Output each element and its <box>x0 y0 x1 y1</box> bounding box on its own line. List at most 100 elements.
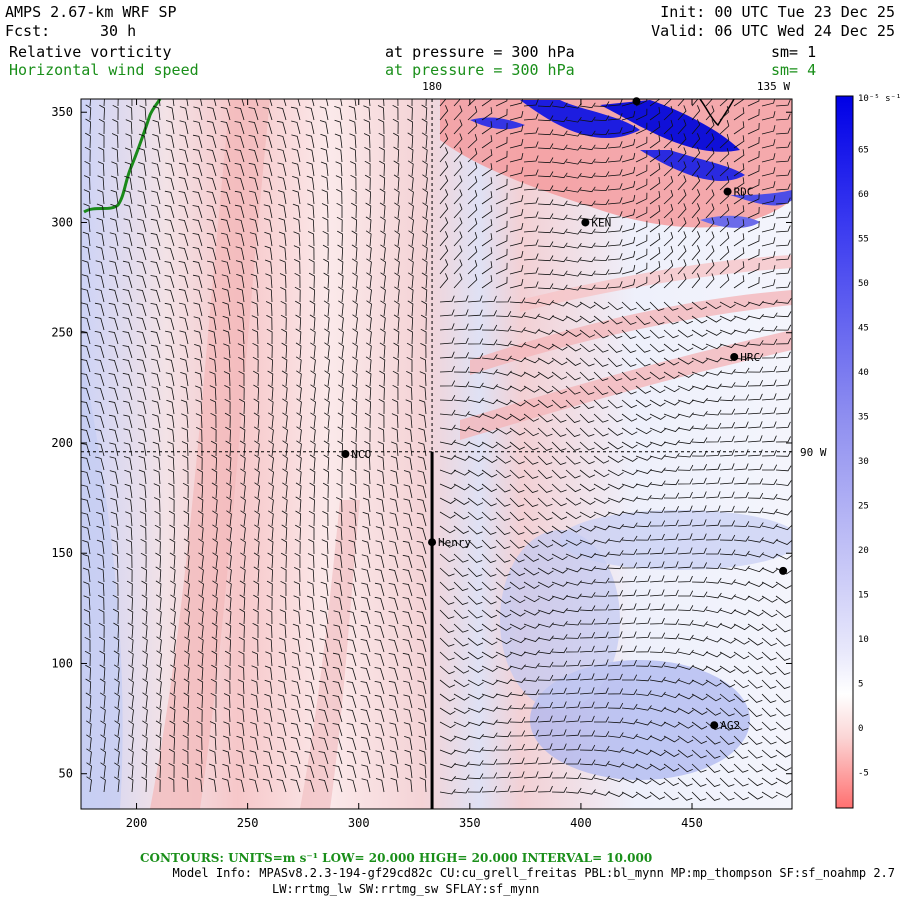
init-time: Init: 00 UTC Tue 23 Dec 25 <box>660 3 895 21</box>
wind-barb <box>523 636 540 642</box>
station-marker <box>723 187 732 196</box>
wind-barb <box>111 539 119 555</box>
wind-barb <box>346 667 357 681</box>
wind-barb <box>223 357 231 373</box>
wind-barb <box>376 483 385 499</box>
wind-barb <box>122 359 133 373</box>
wind-barb <box>267 398 274 415</box>
wind-barb <box>323 454 330 471</box>
wind-barb <box>100 706 106 723</box>
wind-barb <box>96 539 105 555</box>
wind-barb <box>677 575 693 583</box>
wind-barb <box>169 678 176 695</box>
wind-barb <box>481 745 498 752</box>
wind-barb <box>182 763 189 779</box>
wind-barb <box>775 707 791 717</box>
wind-barb <box>635 777 652 785</box>
wind-barb <box>439 637 455 647</box>
wind-barb <box>307 581 315 597</box>
wind-barb <box>481 623 498 632</box>
wind-barb <box>551 674 567 681</box>
wind-barb <box>262 778 273 793</box>
wind-barb <box>254 468 260 485</box>
wind-barb <box>323 272 330 289</box>
wind-barb <box>565 483 581 493</box>
wind-barb <box>306 595 315 611</box>
wind-barb <box>210 692 217 708</box>
wind-barb <box>184 594 190 611</box>
wind-barb <box>152 105 161 121</box>
wind-barb <box>607 127 623 135</box>
wind-barb <box>337 454 343 471</box>
wind-barb <box>337 230 343 247</box>
wind-barb <box>83 203 91 219</box>
wind-barb <box>335 511 343 527</box>
wind-barb <box>267 370 274 387</box>
wind-barb <box>775 421 791 429</box>
wind-barb <box>334 567 343 583</box>
wind-barb <box>761 479 778 485</box>
wind-barb <box>551 427 567 437</box>
wind-barb <box>551 130 568 137</box>
wind-barb <box>99 678 106 695</box>
wind-barb <box>408 202 414 219</box>
wind-barb <box>319 106 329 121</box>
wind-barb <box>389 750 399 765</box>
wind-barb <box>439 581 455 591</box>
wind-barb <box>537 329 554 335</box>
wind-barb <box>319 624 329 639</box>
wind-barb <box>677 329 694 338</box>
wind-barb <box>402 666 413 681</box>
wind-barb <box>94 442 105 457</box>
wind-barb <box>481 553 497 563</box>
wind-barb <box>607 732 624 738</box>
wind-barb <box>705 665 722 673</box>
wind-barb <box>222 749 231 765</box>
wind-barb <box>375 778 385 793</box>
wind-barb <box>238 357 245 373</box>
wind-barb <box>551 687 567 695</box>
wind-barb <box>551 284 568 291</box>
wind-barb <box>305 120 315 135</box>
wind-barb <box>509 237 524 247</box>
wind-barb <box>565 729 581 737</box>
wind-barb <box>253 426 260 443</box>
wind-barb <box>537 674 554 681</box>
wind-barb <box>196 735 203 751</box>
wind-barb <box>421 146 428 163</box>
wind-barb <box>495 311 512 317</box>
wind-barb <box>239 580 246 597</box>
wind-barb <box>248 176 259 191</box>
wind-barb <box>223 343 231 359</box>
wind-barb <box>254 454 260 471</box>
wind-barb <box>579 343 595 353</box>
wind-barb <box>237 329 245 345</box>
wind-barb <box>402 597 413 611</box>
wind-barb <box>467 217 478 233</box>
wind-barb <box>677 707 694 715</box>
longitude-90w-label: 90 W <box>800 446 827 459</box>
wind-barb <box>593 673 609 681</box>
wind-barb <box>221 288 231 303</box>
wind-barb <box>621 483 638 489</box>
wind-barb <box>607 253 623 261</box>
wind-barb <box>100 720 106 737</box>
wind-barb <box>747 651 763 660</box>
wind-barb <box>349 119 357 135</box>
wind-barb <box>294 286 301 303</box>
wind-barb <box>307 203 315 219</box>
wind-barb <box>775 609 791 618</box>
wind-barb <box>153 469 161 485</box>
wind-barb <box>467 595 483 605</box>
wind-barb <box>649 493 666 500</box>
wind-barb <box>279 259 287 275</box>
wind-barb <box>733 191 745 205</box>
wind-barb <box>388 611 399 625</box>
wind-barb <box>593 455 610 464</box>
wind-barb <box>323 286 330 303</box>
wind-barb <box>733 261 745 275</box>
wind-barb <box>663 315 679 325</box>
wind-barb <box>393 160 400 177</box>
wind-barb <box>128 678 134 695</box>
wind-barb <box>276 764 287 779</box>
